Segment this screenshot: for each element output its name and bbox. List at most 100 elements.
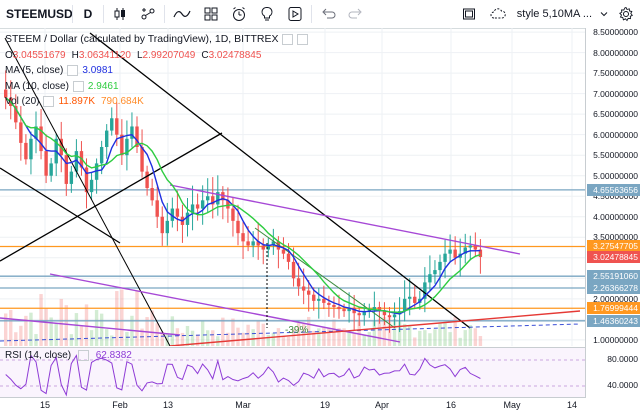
volume-bar [246, 324, 250, 346]
ma5-row: MA (5, close) 3.0981 [5, 63, 308, 79]
candle-body [211, 196, 215, 205]
volume-bar [206, 330, 210, 346]
candle-body [24, 142, 28, 160]
ideas-bulb-icon[interactable] [253, 0, 281, 28]
volume-bar [74, 313, 79, 346]
ma5-value: 3.0981 [82, 65, 113, 76]
price-level-badge: 3.02478845 [587, 250, 640, 263]
candle-body [99, 146, 104, 164]
volume-bar [185, 325, 190, 346]
toolbar-divider [164, 5, 165, 23]
volume-bar [322, 327, 326, 346]
open-label: O [5, 49, 13, 61]
volume-bar [463, 330, 467, 346]
alert-icon[interactable] [225, 0, 253, 28]
candles-icon[interactable] [106, 0, 134, 28]
candle-body [140, 146, 144, 172]
toolbar-right: style 5,10MA ... [455, 0, 640, 28]
candle-body [307, 290, 311, 295]
price-level-badge: 4.65563656 [587, 183, 640, 196]
compare-icon[interactable] [134, 0, 162, 28]
undo-icon[interactable] [314, 0, 342, 28]
ma10-label: MA (10, close) [5, 80, 69, 92]
open-value: 3.04551679 [12, 49, 66, 61]
fullscreen-icon[interactable] [455, 0, 483, 28]
candle-body [155, 200, 159, 217]
candle-body [372, 307, 377, 310]
volume-bar [175, 328, 180, 346]
volume-bar [408, 325, 412, 346]
vol-value-2: 790.684K [100, 96, 144, 107]
gear-icon[interactable] [612, 0, 640, 28]
candle-body [4, 89, 8, 98]
volume-bar [135, 290, 139, 346]
time-tick-label: Feb [112, 400, 128, 410]
legend-settings-box[interactable] [282, 34, 294, 46]
price-tick-label: 1.00000000 [593, 334, 638, 345]
rsi-chart-svg[interactable] [0, 348, 585, 398]
time-tick-label: Apr [374, 400, 390, 410]
volume-bar [428, 333, 432, 346]
volume-bar [367, 332, 371, 346]
rsi-tick-label: 80.0000 [607, 354, 638, 364]
layout-style-label[interactable]: style 5,10MA ... [516, 8, 592, 20]
candle-body [130, 126, 134, 139]
volume-bar [438, 322, 442, 346]
candle-body [423, 282, 427, 299]
volume-bar [94, 309, 99, 346]
vol-settings-box[interactable] [43, 96, 55, 108]
replay-icon[interactable] [281, 0, 309, 28]
volume-bar [226, 332, 230, 346]
high-value: 3.06341120 [78, 49, 131, 61]
candle-body [226, 200, 230, 209]
volume-bar [231, 318, 235, 346]
chevron-down-icon[interactable] [596, 0, 612, 28]
volume-bar [453, 316, 457, 346]
rsi-settings-box[interactable] [77, 350, 89, 361]
vol-value-1: 11.897K [58, 96, 95, 107]
volume-bar [468, 325, 472, 346]
volume-bar [352, 332, 356, 346]
volume-bar [120, 289, 124, 346]
candle-body [165, 220, 169, 234]
volume-bar [423, 330, 427, 346]
candle-body [64, 155, 68, 184]
rsi-pane[interactable] [0, 347, 585, 398]
candle-body [443, 253, 447, 262]
candle-body [94, 163, 99, 180]
volume-bar [448, 332, 452, 346]
cloud-icon[interactable] [483, 0, 513, 28]
ma10-settings-box[interactable] [72, 80, 84, 92]
candle-body [448, 249, 452, 254]
price-chart-svg[interactable]: -39% [0, 28, 585, 346]
candle-body [39, 126, 43, 152]
volume-bar [4, 313, 8, 346]
candle-body [115, 118, 119, 135]
volume-bar [59, 298, 63, 346]
candle-body [29, 138, 33, 160]
templates-icon[interactable] [197, 0, 225, 28]
price-axis[interactable]: 8.50000000 8.00000000 7.50000000 7.00000000… [585, 27, 640, 398]
ma5-settings-box[interactable] [67, 65, 79, 77]
volume-bar [291, 328, 296, 346]
price-level-badge: 1.46360243 [587, 314, 640, 327]
volume-bar [170, 316, 175, 346]
main-chart-pane[interactable]: -39% [0, 28, 585, 346]
redo-icon[interactable] [342, 0, 370, 28]
symbol-search[interactable]: STEEMUSD [6, 7, 73, 21]
rsi-tick-label: 40.0000 [607, 380, 638, 390]
candle-body [362, 311, 366, 316]
candle-body [89, 179, 94, 193]
price-tick-label: 7.50000000 [593, 68, 638, 79]
candle-body [453, 249, 457, 258]
candle-body [256, 241, 260, 246]
volume-bar [29, 312, 33, 346]
candle-body [246, 241, 250, 246]
candle-body [221, 192, 225, 201]
time-axis[interactable]: 15 Feb 13 Mar 19 Apr 16 May 14 [0, 397, 585, 414]
volume-bar [347, 332, 351, 346]
candle-body [216, 192, 220, 205]
interval-button[interactable]: D [83, 7, 93, 21]
legend-toggle-box[interactable] [297, 34, 309, 46]
indicators-icon[interactable] [167, 0, 197, 28]
